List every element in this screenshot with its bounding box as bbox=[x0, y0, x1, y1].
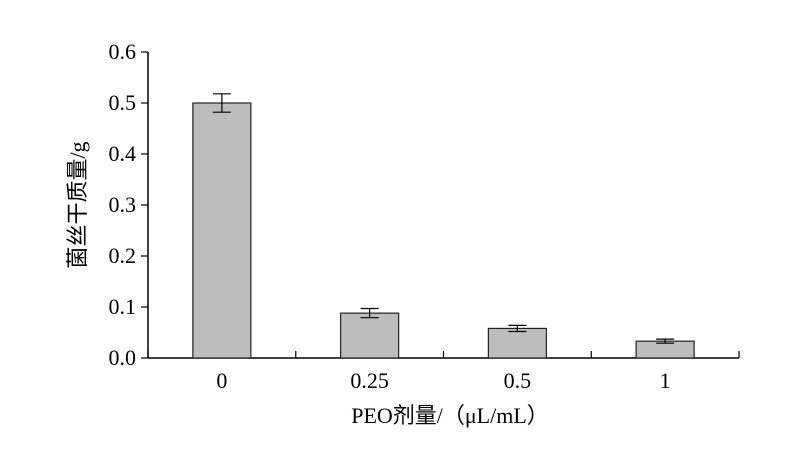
error-bar-1 bbox=[656, 338, 675, 344]
error-bar-0 bbox=[212, 93, 231, 113]
y-tick-label: 0.1 bbox=[109, 294, 137, 319]
x-axis-title: PEO剂量/（μL/mL） bbox=[351, 403, 549, 428]
y-tick-label: 0.6 bbox=[109, 39, 137, 64]
x-tick-label: 0 bbox=[216, 368, 227, 393]
y-axis-title: 菌丝干质量/g bbox=[65, 141, 90, 268]
x-tick-label: 1 bbox=[660, 368, 671, 393]
x-tick-label: 0.5 bbox=[504, 368, 532, 393]
bar-0.5 bbox=[487, 327, 547, 359]
y-tick-label: 0.4 bbox=[109, 141, 137, 166]
error-bar-0.25 bbox=[360, 307, 379, 319]
bar-0 bbox=[192, 102, 252, 359]
y-tick-label: 0.3 bbox=[109, 192, 137, 217]
y-tick-label: 0.5 bbox=[109, 90, 137, 115]
y-tick-label: 0.0 bbox=[109, 345, 137, 370]
y-ticks: 0.0 0.1 0.2 0.3 0.4 0.5 0.6 bbox=[109, 39, 148, 370]
error-bars bbox=[212, 93, 675, 344]
y-tick-label: 0.2 bbox=[109, 243, 137, 268]
bar-0.25 bbox=[340, 312, 400, 359]
bars bbox=[192, 102, 695, 359]
x-tick-label: 0.25 bbox=[350, 368, 389, 393]
x-ticks: 0 0.25 0.5 1 bbox=[147, 351, 740, 393]
error-bar-0.5 bbox=[508, 324, 527, 333]
